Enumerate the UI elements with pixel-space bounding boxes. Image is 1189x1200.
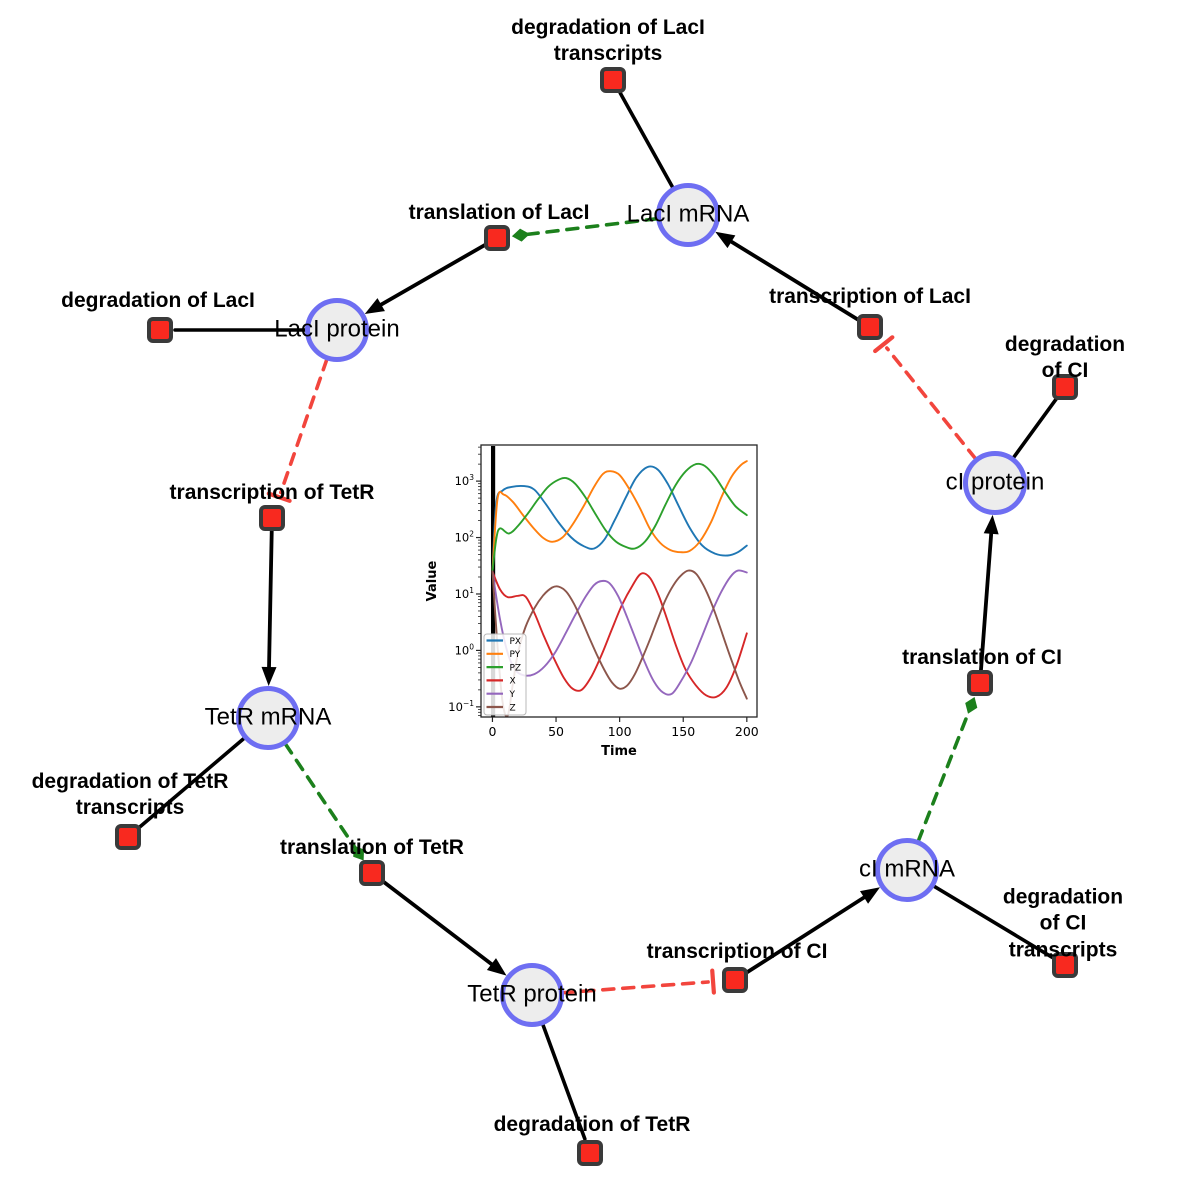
edge-production-translation-tetr-tetr-protein [379, 878, 507, 976]
legend-label-PZ: PZ [510, 663, 522, 673]
svg-text:100: 100 [608, 724, 632, 739]
reaction-node-translation-tetr [359, 860, 385, 886]
edge-translation-tetr-mrna-translation-tetr [283, 741, 365, 861]
reaction-node-transcription-laci [857, 314, 883, 340]
reaction-node-translation-laci [484, 225, 510, 251]
edge-degradation-ci-protein-degradation-ci [1009, 397, 1058, 463]
edge-production-transcription-tetr-tetr-mrna [261, 528, 277, 687]
edge-degradation-laci-mrna-degradation-laci-transcripts [618, 91, 677, 193]
reaction-node-degradation-ci-transcripts [1052, 952, 1078, 978]
species-node-ci-protein [963, 451, 1027, 515]
reaction-node-degradation-tetr [577, 1140, 603, 1166]
legend-label-Z: Z [510, 703, 516, 713]
reaction-node-degradation-laci-transcripts [600, 67, 626, 93]
edge-inhibition-tetr-protein-transcription-ci [561, 968, 716, 995]
reaction-node-degradation-laci [147, 317, 173, 343]
svg-text:150: 150 [671, 724, 695, 739]
svg-text:102: 102 [455, 530, 475, 545]
legend-label-X: X [510, 677, 516, 687]
curves-group [491, 460, 748, 717]
legend: PX PY PZ XYZ [483, 633, 527, 716]
edge-inhibition-ci-protein-transcription-laci [873, 335, 978, 461]
legend-label-Y: Y [509, 690, 516, 700]
curve-PY [491, 460, 748, 573]
edge-degradation-tetr-mrna-degradation-tetr-transcripts [137, 734, 249, 830]
inset-chart: 0 50 100 150 200 103 102 101 100 10−1 Time Value PX P… [425, 433, 770, 765]
edge-production-translation-laci-laci-protein [364, 242, 489, 315]
x-axis-title: Time [601, 744, 637, 759]
species-node-laci-protein [305, 298, 369, 362]
species-node-laci-mrna [656, 183, 720, 247]
reaction-node-translation-ci [967, 670, 993, 696]
edge-production-translation-ci-ci-protein [978, 514, 999, 673]
curve-Z [491, 569, 748, 717]
edge-production-transcription-ci-ci-mrna [743, 887, 881, 976]
y-axis-title: Value [425, 560, 440, 601]
reaction-node-transcription-tetr [259, 505, 285, 531]
svg-text:103: 103 [455, 473, 475, 488]
edge-degradation-ci-mrna-degradation-ci-transcripts [929, 882, 1054, 960]
edge-degradation-tetr-protein-degradation-tetr [539, 1019, 587, 1141]
y-axis-ticks: 103 102 101 100 10−1 [448, 446, 481, 716]
svg-text:200: 200 [735, 724, 759, 739]
curve-PZ [491, 462, 748, 573]
reaction-node-degradation-tetr-transcripts [115, 824, 141, 850]
axes-frame [480, 444, 758, 718]
curve-PX [491, 465, 748, 573]
time-course-plot: 0 50 100 150 20010310210110010−1TimeValuePXP… [425, 444, 759, 759]
legend-label-PY: PY [510, 650, 521, 660]
svg-text:10−1: 10−1 [448, 699, 474, 714]
species-node-ci-mrna [875, 838, 939, 902]
svg-text:100: 100 [455, 642, 475, 657]
x-axis-ticks: 0 50 100 150 200 [488, 717, 759, 739]
curve-X [491, 570, 748, 699]
svg-text:50: 50 [548, 724, 564, 739]
species-node-tetr-mrna [236, 686, 300, 750]
legend-label-PX: PX [510, 637, 522, 647]
species-node-tetr-protein [500, 963, 564, 1027]
curve-Y [491, 569, 748, 696]
edge-translation-laci-mrna-translation-laci [511, 216, 660, 242]
edge-translation-ci-mrna-translation-ci [916, 696, 978, 843]
reaction-node-degradation-ci [1052, 374, 1078, 400]
edge-inhibition-laci-protein-transcription-tetr [266, 357, 329, 503]
svg-text:101: 101 [455, 586, 475, 601]
svg-text:0: 0 [488, 724, 496, 739]
reaction-node-transcription-ci [722, 967, 748, 993]
edge-production-transcription-laci-laci-mrna [715, 231, 862, 323]
